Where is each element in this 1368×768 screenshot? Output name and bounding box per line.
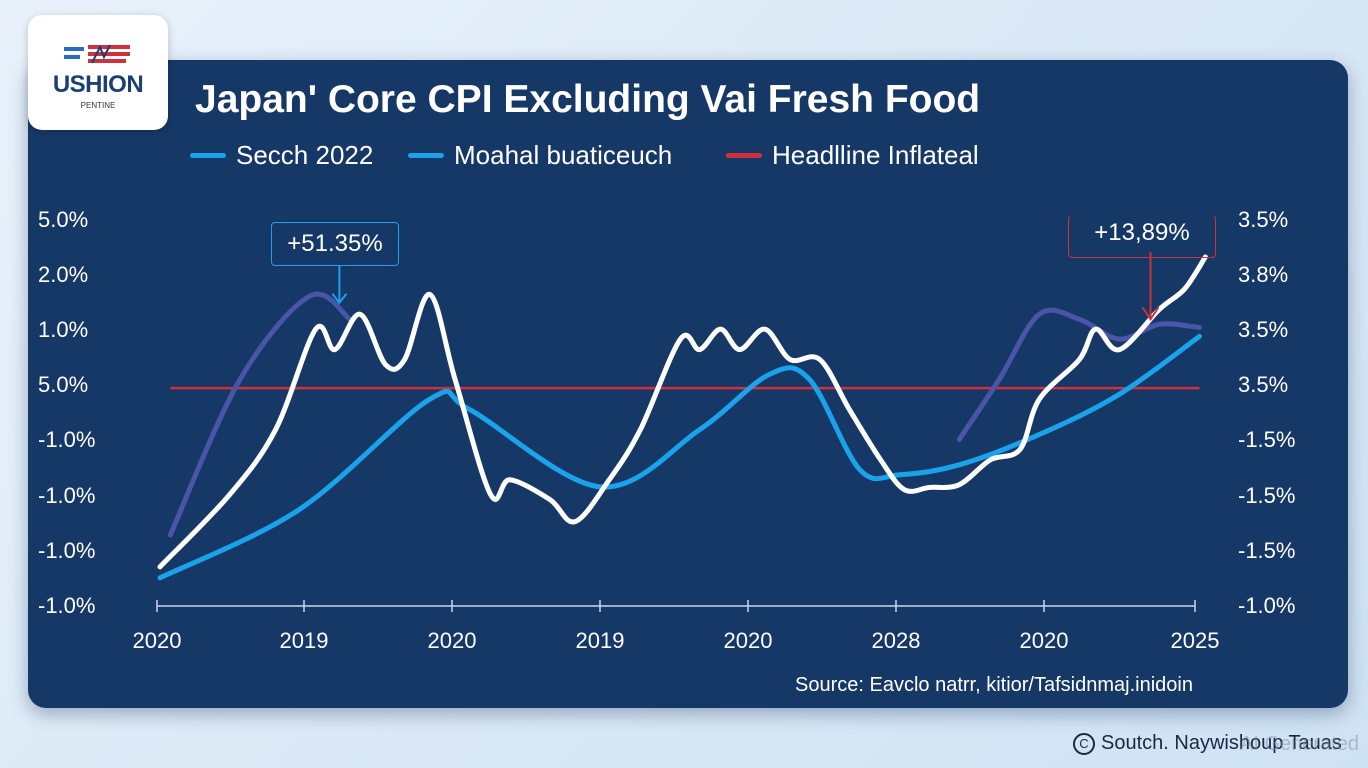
annotation-red: +13,89% xyxy=(1068,215,1216,258)
y-right-tick-label: -1.5% xyxy=(1238,482,1296,508)
legend-swatch xyxy=(190,153,226,158)
y-right-tick-label: 3.5% xyxy=(1238,207,1289,232)
y-left-tick-label: -1.0% xyxy=(38,482,96,508)
copyright-icon: C xyxy=(1073,732,1095,755)
y-left-tick-label: 5.0% xyxy=(38,372,89,398)
x-tick-label: 2019 xyxy=(575,628,625,653)
x-tick-label: 2020 xyxy=(427,628,477,653)
y-right-tick-label: 3.5% xyxy=(1238,317,1289,343)
legend-swatch xyxy=(408,153,444,158)
legend-label: Secch 2022 xyxy=(236,140,374,170)
y-left-tick-label: -1.0% xyxy=(38,537,96,563)
annotation-label: +13,89% xyxy=(1094,219,1190,246)
legend-item: Moahal buaticeuch xyxy=(408,140,672,171)
legend-label: Moahal buaticeuch xyxy=(454,140,673,170)
y-right-tick-label: 3.8% xyxy=(1238,262,1289,288)
x-tick-label: 2028 xyxy=(871,628,921,653)
chart-panel xyxy=(28,60,1348,708)
y-left-tick-label: 1.0% xyxy=(38,317,89,343)
series-line-purple xyxy=(167,291,353,538)
x-tick-label: 2025 xyxy=(1170,628,1220,653)
annotation-arrowhead xyxy=(331,293,348,305)
y-left-tick-label: 5.0% xyxy=(38,207,89,232)
x-tick-label: 2020 xyxy=(1019,628,1069,653)
y-right-tick-label: 3.5% xyxy=(1238,372,1289,398)
legend-item: Headlline Inflateal xyxy=(726,140,979,171)
chart-title: Japan' Core CPI Excluding Vai Fresh Food xyxy=(195,78,981,121)
watermark: AI Generated xyxy=(1240,733,1359,755)
logo-name: USHION xyxy=(52,71,144,98)
y-right-tick-label: -1.0% xyxy=(1238,592,1296,618)
annotation-arrowhead xyxy=(1141,306,1160,322)
x-tick-label: 2020 xyxy=(723,628,773,653)
x-tick-label: 2019 xyxy=(279,628,329,653)
legend-swatch xyxy=(726,153,762,158)
credit: C Soutch. Naywishoup Tauas xyxy=(1073,732,1342,755)
y-left-tick-label: -1.0% xyxy=(38,592,96,618)
x-tick-label: 2020 xyxy=(132,628,182,653)
legend-label: Headlline Inflateal xyxy=(772,140,979,170)
y-right-tick-label: -1.5% xyxy=(1238,427,1296,453)
credit-text: Soutch. Naywishoup Tauas xyxy=(1101,732,1342,754)
logo-subtitle: PENTINE xyxy=(80,101,116,110)
y-right-tick-label: -1.5% xyxy=(1238,537,1296,563)
y-left-tick-label: 2.0% xyxy=(38,262,89,288)
y-left-tick-label: -1.0% xyxy=(38,427,96,453)
annotation-blue: +51.35% xyxy=(271,222,399,266)
flag-logo-icon xyxy=(64,44,130,64)
legend-item: Secch 2022 xyxy=(190,140,373,171)
series-line-white xyxy=(157,254,1208,570)
logo: USHION PENTINE xyxy=(28,15,168,130)
source-note: Source: Eavclo natrr, kitior/Tafsidnmaj.… xyxy=(795,674,1193,696)
annotation-label: +51.35% xyxy=(287,230,383,257)
series-line-purple xyxy=(956,307,1202,442)
series-line-blue xyxy=(157,333,1202,581)
